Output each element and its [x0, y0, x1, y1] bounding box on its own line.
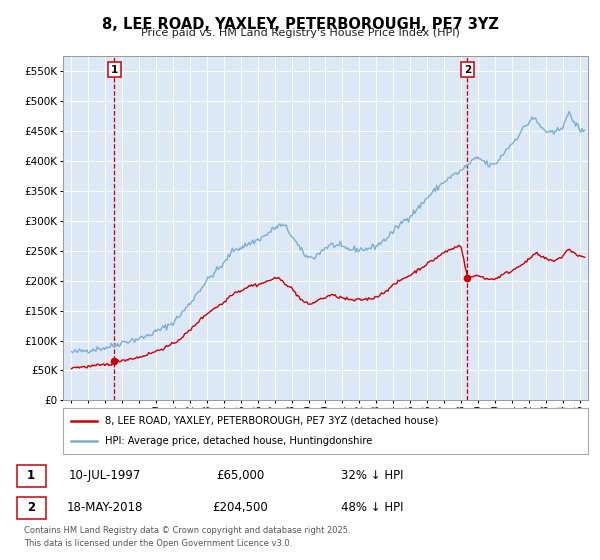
- Text: 8, LEE ROAD, YAXLEY, PETERBOROUGH, PE7 3YZ: 8, LEE ROAD, YAXLEY, PETERBOROUGH, PE7 3…: [101, 17, 499, 32]
- Text: 2: 2: [464, 65, 471, 75]
- Text: £65,000: £65,000: [216, 469, 264, 482]
- Text: £204,500: £204,500: [212, 501, 268, 514]
- Text: 18-MAY-2018: 18-MAY-2018: [67, 501, 143, 514]
- Text: 8, LEE ROAD, YAXLEY, PETERBOROUGH, PE7 3YZ (detached house): 8, LEE ROAD, YAXLEY, PETERBOROUGH, PE7 3…: [105, 416, 438, 426]
- FancyBboxPatch shape: [17, 465, 46, 487]
- Text: 1: 1: [27, 469, 35, 482]
- Text: HPI: Average price, detached house, Huntingdonshire: HPI: Average price, detached house, Hunt…: [105, 436, 373, 446]
- Text: 32% ↓ HPI: 32% ↓ HPI: [341, 469, 403, 482]
- Text: 1: 1: [110, 65, 118, 75]
- Text: Price paid vs. HM Land Registry's House Price Index (HPI): Price paid vs. HM Land Registry's House …: [140, 28, 460, 38]
- Text: 10-JUL-1997: 10-JUL-1997: [69, 469, 141, 482]
- FancyBboxPatch shape: [17, 497, 46, 519]
- Text: Contains HM Land Registry data © Crown copyright and database right 2025.
This d: Contains HM Land Registry data © Crown c…: [24, 526, 350, 548]
- Text: 48% ↓ HPI: 48% ↓ HPI: [341, 501, 403, 514]
- Text: 2: 2: [27, 501, 35, 514]
